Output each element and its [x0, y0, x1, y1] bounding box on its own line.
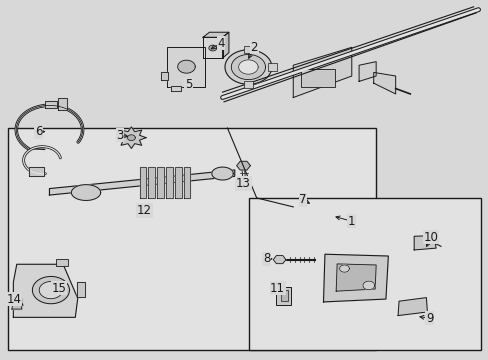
Polygon shape: [358, 62, 375, 81]
Polygon shape: [29, 167, 43, 176]
Polygon shape: [174, 167, 181, 198]
Polygon shape: [148, 167, 155, 198]
Text: 6: 6: [35, 125, 42, 138]
Polygon shape: [203, 37, 222, 58]
Text: 1: 1: [347, 215, 355, 228]
Bar: [281, 291, 288, 301]
Polygon shape: [362, 281, 374, 290]
Polygon shape: [222, 32, 228, 58]
Polygon shape: [273, 256, 285, 264]
Bar: [8, 128, 375, 350]
Polygon shape: [397, 298, 427, 316]
Polygon shape: [13, 264, 78, 318]
Polygon shape: [39, 282, 62, 299]
Polygon shape: [160, 72, 168, 80]
Polygon shape: [203, 32, 228, 37]
Polygon shape: [238, 60, 258, 74]
Text: 8: 8: [262, 252, 269, 265]
Bar: [243, 81, 253, 88]
Text: 12: 12: [137, 204, 152, 217]
Polygon shape: [140, 167, 146, 198]
Polygon shape: [44, 101, 57, 108]
Polygon shape: [231, 54, 265, 80]
Bar: [243, 46, 253, 53]
Text: 7: 7: [299, 193, 306, 206]
Polygon shape: [323, 254, 387, 302]
Text: 15: 15: [52, 282, 66, 295]
Bar: [300, 69, 334, 87]
Polygon shape: [71, 185, 101, 201]
Text: 2: 2: [250, 41, 258, 54]
Polygon shape: [224, 50, 271, 84]
Polygon shape: [211, 167, 233, 180]
Polygon shape: [171, 86, 181, 91]
Polygon shape: [183, 167, 190, 198]
Bar: [56, 259, 68, 266]
Text: 11: 11: [269, 282, 285, 295]
Polygon shape: [32, 276, 69, 304]
Polygon shape: [373, 72, 395, 94]
Text: 13: 13: [236, 177, 250, 190]
Polygon shape: [165, 167, 172, 198]
Polygon shape: [339, 265, 348, 272]
Polygon shape: [58, 98, 66, 110]
Polygon shape: [177, 60, 195, 73]
Polygon shape: [167, 46, 205, 87]
Bar: [267, 63, 276, 71]
Polygon shape: [335, 264, 375, 291]
Bar: [249, 198, 480, 350]
Text: 14: 14: [7, 293, 22, 306]
Text: 10: 10: [423, 231, 437, 244]
Polygon shape: [236, 161, 250, 170]
Polygon shape: [208, 45, 216, 51]
Text: 3: 3: [116, 129, 123, 142]
Text: 5: 5: [184, 78, 192, 91]
Polygon shape: [49, 170, 234, 195]
Polygon shape: [413, 235, 435, 250]
Polygon shape: [117, 127, 146, 148]
Polygon shape: [77, 282, 85, 297]
Polygon shape: [12, 298, 21, 309]
Text: 4: 4: [217, 36, 224, 50]
Text: 9: 9: [425, 311, 433, 325]
Polygon shape: [293, 47, 351, 98]
Polygon shape: [127, 135, 135, 140]
Polygon shape: [157, 167, 163, 198]
Bar: [276, 287, 290, 305]
